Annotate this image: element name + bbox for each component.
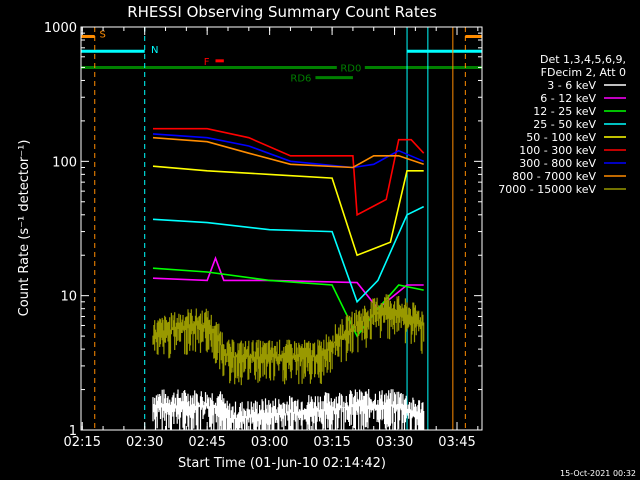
series-line [152, 389, 425, 430]
legend-label: 300 - 800 keV [519, 157, 596, 170]
axes: 02:15 02:30 02:45 03:00 03:15 03:30 03:45 1 10 10… [44, 21, 482, 450]
flag-label: F [204, 57, 210, 68]
x-tick-label: 02:15 [64, 435, 101, 450]
series-line [153, 127, 425, 217]
flag-label: S [100, 29, 106, 40]
legend-label: 100 - 300 keV [519, 144, 596, 157]
series-line [152, 205, 425, 304]
series-line [152, 267, 424, 338]
legend-header: Det 1,3,4,5,6,9, [540, 53, 626, 66]
footer-date: 15-Oct-2021 00:32 [560, 469, 636, 478]
y-tick-label: 1000 [44, 21, 77, 36]
flag-label-bg [336, 61, 365, 74]
x-tick-label: 03:30 [376, 435, 413, 450]
series-line [152, 136, 424, 169]
legend-label: 3 - 6 keV [547, 79, 596, 92]
x-tick-label: 03:00 [251, 435, 288, 450]
legend-label: 50 - 100 keV [526, 131, 596, 144]
x-tick-label: 02:30 [126, 435, 163, 450]
legend-header: FDecim 2, Att 0 [541, 66, 626, 79]
series-lines [152, 127, 425, 430]
x-tick-label: 02:45 [188, 435, 225, 450]
legend-label: 6 - 12 keV [540, 92, 596, 105]
chart-title: RHESSI Observing Summary Count Rates [127, 3, 437, 21]
vertical-markers [94, 27, 466, 430]
legend-label: 25 - 50 keV [533, 118, 596, 131]
legend-label: 800 - 7000 keV [512, 170, 596, 183]
y-axis-label: Count Rate (s⁻¹ detector⁻¹) [17, 140, 32, 317]
legend: Det 1,3,4,5,6,9,FDecim 2, Att 03 - 6 keV… [498, 53, 626, 196]
flag-label: RD0 [340, 63, 361, 74]
flag-label: N [151, 45, 158, 56]
plot-frame [80, 26, 483, 431]
series-line [152, 294, 425, 386]
legend-label: 12 - 25 keV [533, 105, 596, 118]
series-line [152, 165, 424, 257]
flag-bars: S N F RD0 RD6 [81, 29, 482, 85]
legend-label: 7000 - 15000 keV [498, 183, 596, 196]
series-line [152, 133, 425, 169]
y-tick-label: 10 [60, 290, 77, 305]
flag-label: RD6 [290, 74, 311, 85]
x-tick-label: 03:15 [313, 435, 350, 450]
x-axis-label: Start Time (01-Jun-10 02:14:42) [178, 456, 386, 471]
x-tick-label: 03:45 [438, 435, 475, 450]
y-tick-label: 100 [52, 155, 77, 170]
y-tick-label: 1 [69, 424, 77, 439]
